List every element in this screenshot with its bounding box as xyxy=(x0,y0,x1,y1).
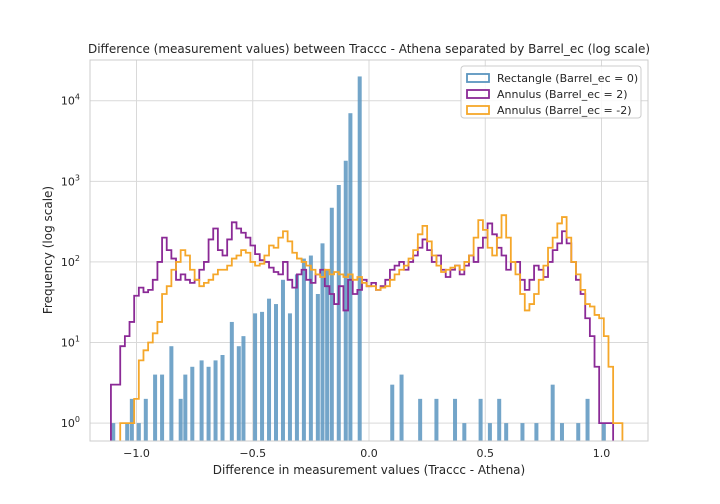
legend-box xyxy=(460,65,642,119)
rectangle-bar xyxy=(129,398,134,441)
rectangle-bar xyxy=(229,321,234,441)
rectangle-bar xyxy=(143,398,148,441)
rectangle-bar xyxy=(348,113,353,441)
rectangle-bar xyxy=(190,366,195,441)
rectangle-bar xyxy=(497,398,502,441)
legend-swatch xyxy=(466,73,490,83)
y-axis-label: Frequency (log scale) xyxy=(41,186,55,314)
rectangle-bar xyxy=(213,360,218,441)
plot-frame xyxy=(89,59,649,442)
rectangle-bar xyxy=(434,398,439,441)
rectangle-bar xyxy=(534,423,539,441)
rectangle-bar xyxy=(111,423,116,441)
rectangle-bar xyxy=(390,384,395,441)
rectangle-bar xyxy=(418,398,423,441)
rectangle-bar xyxy=(550,384,555,441)
rectangle-bar xyxy=(462,423,467,441)
rectangle-bar xyxy=(267,298,272,441)
rectangle-bar xyxy=(206,366,211,441)
legend-swatch xyxy=(466,89,490,99)
legend-entry-label: Annulus (Barrel_ec = 2) xyxy=(497,88,628,101)
rectangle-bar xyxy=(183,374,188,441)
x-tick-label: 0.5 xyxy=(477,447,495,460)
rectangle-bar xyxy=(601,423,606,441)
rectangle-bar xyxy=(520,423,525,441)
annulus-step-lines xyxy=(110,214,624,441)
x-tick-label: −1.0 xyxy=(123,447,150,460)
rectangle-bar xyxy=(294,274,299,441)
rectangle-bar xyxy=(576,423,581,441)
legend: Rectangle (Barrel_ec = 0) Annulus (Barrel… xyxy=(460,65,642,119)
rectangle-bar xyxy=(236,346,241,441)
rectangle-bar xyxy=(487,423,492,441)
rectangle-bar xyxy=(357,76,362,441)
rectangle-bar xyxy=(280,279,285,441)
rectangle-bar xyxy=(153,374,158,441)
x-axis-label: Difference in measurement values (Traccc… xyxy=(213,463,525,477)
x-tick-label: −0.5 xyxy=(239,447,266,460)
rectangle-bar xyxy=(220,355,225,441)
step-line-series-1 xyxy=(110,221,615,441)
rectangle-bar xyxy=(315,293,320,441)
rectangle-bar xyxy=(178,398,183,441)
rectangle-bar xyxy=(301,258,306,441)
rectangle-bar xyxy=(399,374,404,441)
x-tick-labels: −1.0 −0.5 0.0 0.5 1.0 xyxy=(123,447,610,460)
rectangle-bar xyxy=(325,269,330,441)
rectangle-bar xyxy=(478,398,483,441)
rectangle-bar xyxy=(287,313,292,441)
rectangle-bar xyxy=(320,243,325,441)
step-line-series-2 xyxy=(119,214,624,441)
rectangle-bar xyxy=(136,423,141,441)
rectangle-bar xyxy=(504,423,509,441)
chart-title: Difference (measurement values) between … xyxy=(88,42,650,56)
rectangle-bar xyxy=(336,185,341,441)
rectangle-bar xyxy=(160,374,165,441)
rectangle-bar xyxy=(125,423,130,441)
rectangle-bar xyxy=(274,304,278,441)
rectangle-bars xyxy=(111,76,606,441)
rectangle-bar xyxy=(329,207,334,441)
rectangle-bar xyxy=(253,313,258,441)
legend-entry-label: Annulus (Barrel_ec = -2) xyxy=(497,104,632,117)
rectangle-bar xyxy=(559,423,564,441)
rectangle-bar xyxy=(308,255,313,441)
rectangle-bar xyxy=(453,398,458,441)
rectangle-bar xyxy=(343,160,348,441)
legend-entry-label: Rectangle (Barrel_ec = 0) xyxy=(497,72,638,85)
rectangle-bar xyxy=(241,336,246,441)
x-tick-label: 0.0 xyxy=(360,447,378,460)
rectangle-bar xyxy=(199,360,204,441)
rectangle-bar xyxy=(585,398,590,441)
rectangle-bar xyxy=(260,311,265,441)
legend-swatch xyxy=(466,105,490,115)
rectangle-bar xyxy=(169,346,174,441)
x-tick-label: 1.0 xyxy=(593,447,611,460)
